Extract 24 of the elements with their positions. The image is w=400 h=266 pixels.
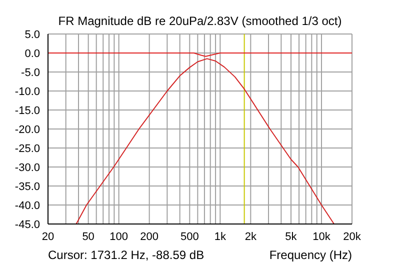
x-tick-label: 1k [214,230,226,243]
y-tick-label: -15.0 [14,104,40,117]
x-tick-label: 10k [312,230,331,243]
x-tick-label: 20k [343,230,362,243]
x-tick-label: 100 [110,230,128,243]
y-tick-label: -5.0 [21,66,40,79]
x-tick-label: 2k [244,230,257,243]
chart-title: FR Magnitude dB re 20uPa/2.83V (smoothed 1/3 oct) [57,14,343,28]
y-tick-label: -25.0 [14,142,40,155]
x-tick-label: 5k [285,230,298,243]
y-tick-label: -20.0 [14,124,40,136]
y-tick-label: 0.0 [24,48,40,60]
x-tick-label: 20 [42,230,54,243]
y-tick-label: -35.0 [14,180,40,193]
x-tick-label: 50 [82,230,94,243]
x-axis-title: Frequency (Hz) [269,248,352,262]
y-tick-label: -10.0 [14,86,40,98]
text: Cursor: 1731.2 Hz, -88.59 dB [48,248,204,262]
x-tick-label: 500 [180,230,199,243]
x-tick-label: 200 [140,230,159,243]
y-tick-label: 5.0 [24,28,40,41]
y-tick-label: -40.0 [14,200,40,212]
y-tick-label: -30.0 [14,162,40,174]
y-tick-label: -45.0 [14,218,40,231]
